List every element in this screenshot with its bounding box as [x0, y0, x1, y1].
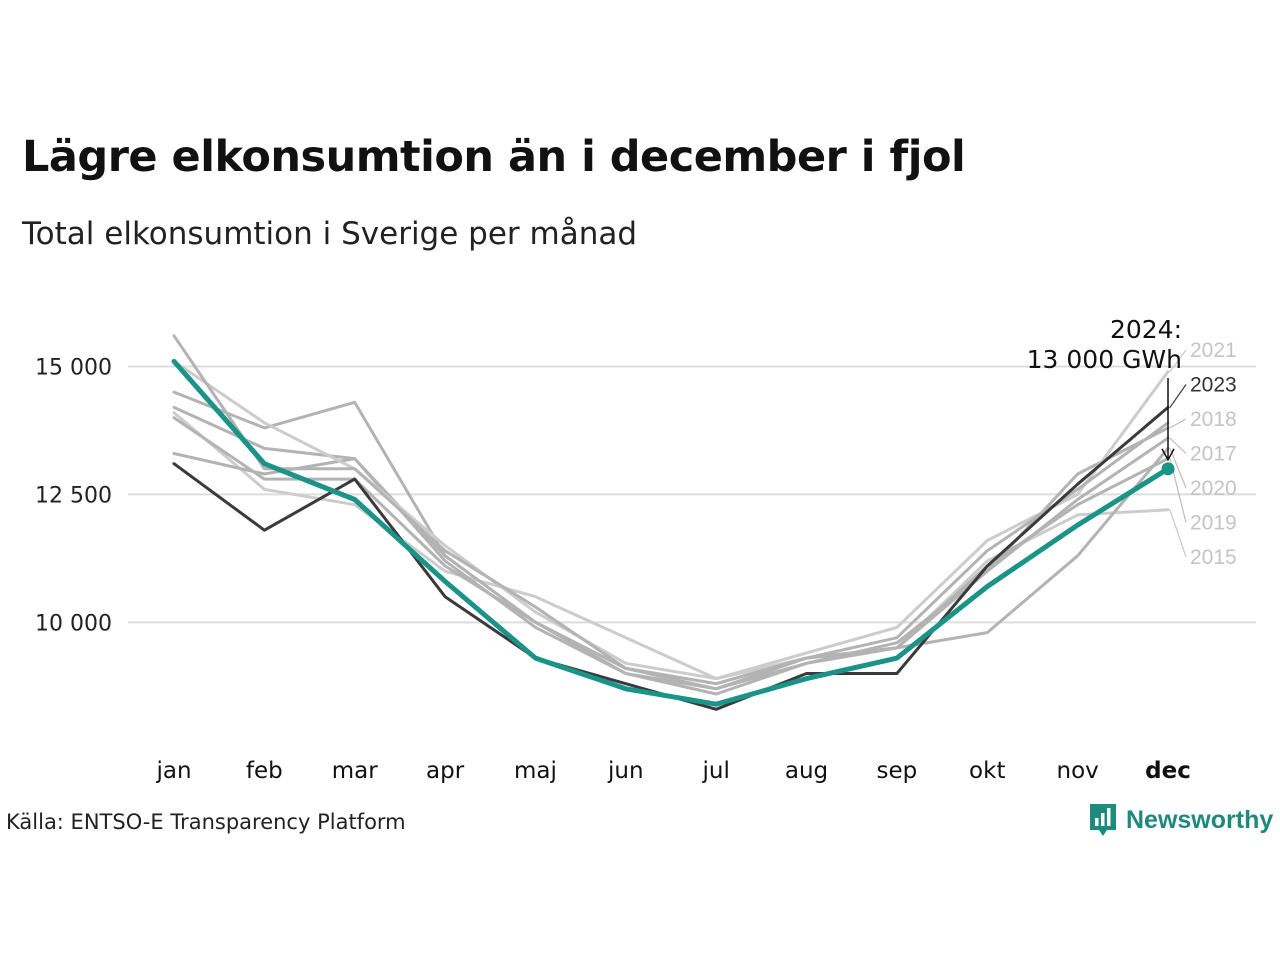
- x-tick-label: sep: [877, 758, 918, 784]
- series-line-2018: [172, 390, 1170, 691]
- label-leader-line: [1169, 349, 1187, 372]
- label-leader-line: [1169, 437, 1187, 454]
- x-tick-label: mar: [332, 758, 378, 784]
- label-leader-line: [1169, 418, 1187, 429]
- series-label-2017: 2017: [1190, 443, 1237, 466]
- series-label-2018: 2018: [1190, 408, 1237, 431]
- series-label-2015: 2015: [1190, 546, 1237, 569]
- label-leader-line: [1169, 509, 1187, 558]
- y-tick-label: 12 500: [35, 483, 112, 508]
- series-line-2024: [171, 358, 1171, 707]
- x-tick-label: apr: [426, 758, 465, 784]
- x-tick-label: jun: [607, 758, 644, 784]
- annotation: 2024:13 000 GWh: [1027, 315, 1182, 476]
- annotation-arrow-head: [1161, 448, 1175, 462]
- x-tick-label: maj: [514, 758, 557, 784]
- source-note: Källa: ENTSO-E Transparency Platform: [6, 810, 406, 834]
- brand-logo: Newsworthy: [1088, 802, 1273, 838]
- y-tick-label: 15 000: [35, 356, 112, 381]
- x-tick-label: okt: [969, 758, 1005, 784]
- axes: 10 000 12 500 15 000 jan feb mar apr maj jun jul a…: [35, 356, 1191, 784]
- annotation-value: 13 000 GWh: [1027, 345, 1182, 374]
- series-line-2021: [172, 359, 1170, 681]
- x-tick-label: dec: [1145, 758, 1191, 784]
- newsworthy-logo-icon: [1090, 804, 1116, 836]
- series-lines: [171, 334, 1171, 711]
- x-tick-label: jul: [702, 758, 730, 784]
- x-tick-label: aug: [785, 758, 828, 784]
- x-tick-label: nov: [1057, 758, 1099, 784]
- series-line-2017: [172, 405, 1170, 691]
- brand-name: Newsworthy: [1126, 805, 1274, 834]
- series-line: [172, 334, 1170, 686]
- series-label-2023: 2023: [1190, 374, 1237, 397]
- series-line-2019: [172, 416, 1170, 686]
- label-leader-line: [1169, 384, 1187, 408]
- chart-subtitle: Total elkonsumtion i Sverige per månad: [22, 216, 638, 252]
- series-labels: 2021 2023 2018 2017 2020 2019 2015: [1169, 339, 1237, 569]
- series-label-2021: 2021: [1190, 339, 1237, 362]
- annotation-year: 2024:: [1110, 315, 1182, 344]
- series-label-2019: 2019: [1190, 512, 1237, 535]
- highlight-end-point: [1161, 462, 1175, 476]
- x-tick-label: jan: [155, 758, 191, 784]
- x-tick-label: feb: [246, 758, 283, 784]
- series-label-2020: 2020: [1190, 477, 1237, 500]
- chart-title: Lägre elkonsumtion än i december i fjol: [22, 132, 966, 182]
- y-tick-label: 10 000: [35, 611, 112, 636]
- label-leader-line: [1169, 448, 1187, 489]
